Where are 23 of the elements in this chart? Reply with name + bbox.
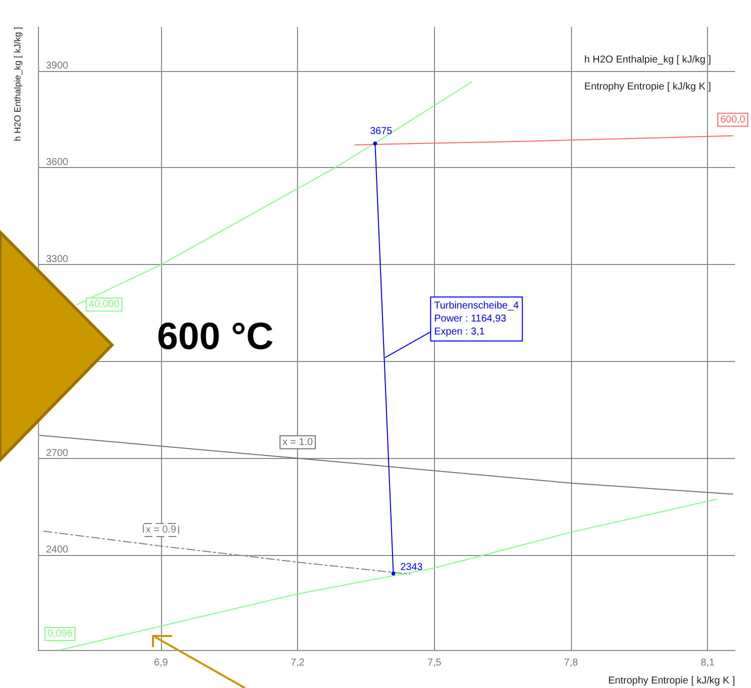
y-tick-label: 3300 (46, 254, 69, 266)
annotation: Entrophy Entropie [ kJ/kg K ] (584, 82, 712, 92)
data-label: 2343 (400, 562, 424, 573)
y-tick-label: 2700 (46, 448, 69, 459)
y-tick-label: 2400 (46, 544, 69, 556)
series-label: 0,096 (47, 628, 73, 640)
x-axis-title: Entrophy Entropie [ kJ/kg K ] (608, 676, 736, 686)
annotation: h H2O Enthalpie_kg [ kJ/kg ] (584, 54, 712, 66)
series-label: 600,0 (720, 114, 746, 126)
y-axis-title: h H2O Enthalpie_kg [ kJ/kg ] (12, 27, 22, 142)
x-tick-label: 7,8 (564, 658, 578, 668)
series-label: x = 1.0 (282, 436, 314, 448)
annotation: 600 °C (157, 316, 274, 358)
x-tick-label: 7,2 (290, 658, 306, 668)
x-tick-label: 7,5 (427, 658, 442, 668)
x-tick-label: 8,1 (700, 658, 716, 668)
data-label: 3675 (370, 126, 393, 138)
y-tick-label: 3900 (46, 60, 69, 72)
series-label: 40,000 (88, 299, 120, 310)
y-tick-label: 3600 (46, 157, 69, 168)
series-label: x = 0.9 (146, 524, 177, 536)
annotation: Turbinenscheibe_4 Power : 1164,93 Expen : 3,1 (434, 300, 520, 338)
x-tick-label: 6,9 (154, 658, 168, 668)
